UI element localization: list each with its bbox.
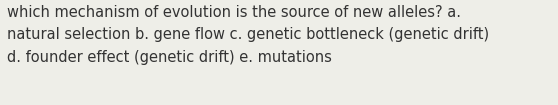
Text: which mechanism of evolution is the source of new alleles? a.
natural selection : which mechanism of evolution is the sour… [7,5,489,65]
